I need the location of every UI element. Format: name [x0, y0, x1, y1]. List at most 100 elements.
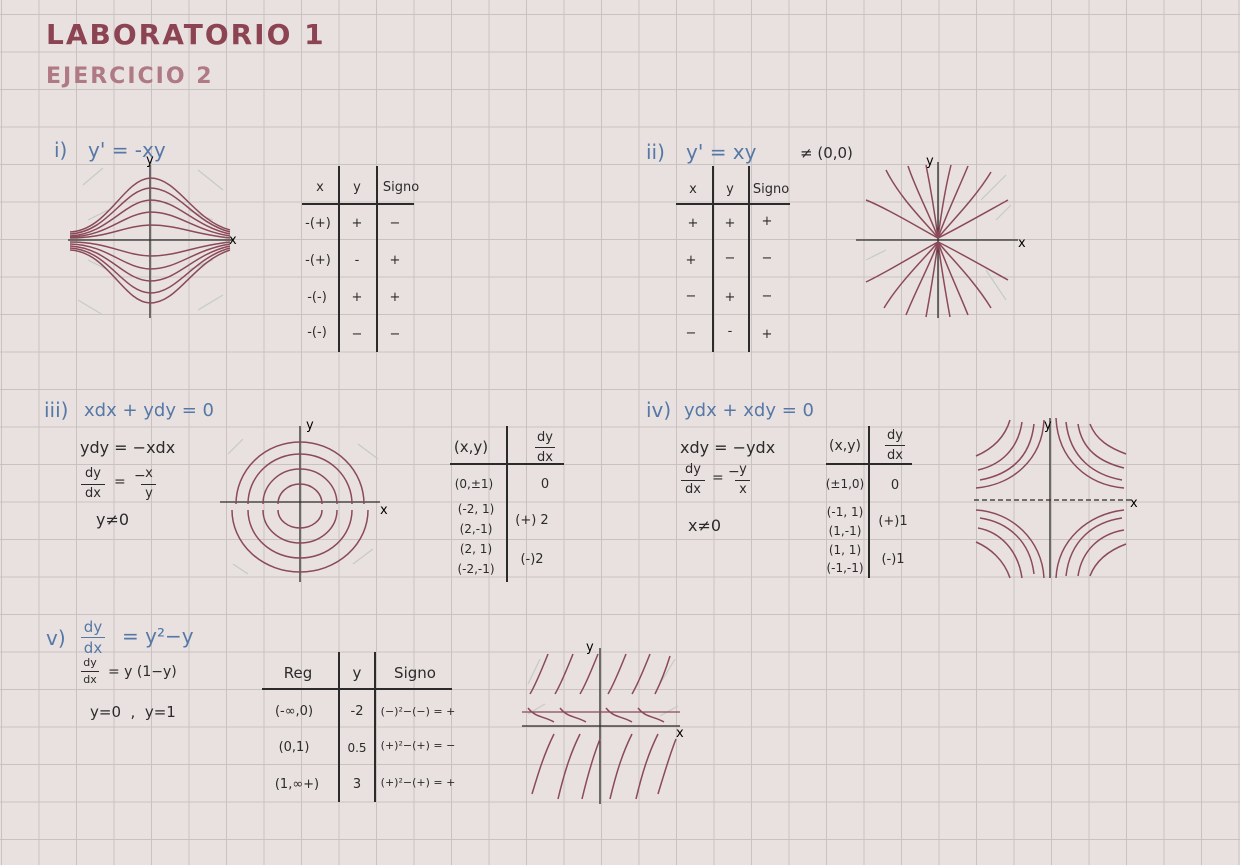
ex3-col-rule: [506, 426, 508, 582]
ex1-axis-x-label: x: [229, 233, 237, 248]
ex3-step-1: ydy = −xdx: [80, 438, 176, 457]
ex4-equals: =: [712, 470, 724, 486]
ex4-th-num: dy: [887, 428, 903, 443]
ex1-r4-s: −: [389, 327, 401, 342]
ex2-direction-field: [856, 162, 1018, 318]
ex2-r4-x: −: [685, 326, 697, 341]
ex2-r4-s: +: [761, 327, 773, 342]
ex2-r3-x: −: [685, 289, 697, 304]
ex5-step-den: dx: [83, 673, 97, 686]
ex5-r3-reg: (1,∞+): [274, 777, 320, 792]
ex5-r3-s: (+)²−(+) = +: [380, 776, 456, 789]
ex5-r2-y: 0.5: [347, 741, 367, 755]
ex5-r2-s: (+)²−(+) = −: [380, 739, 456, 752]
ex3-condition: y≠0: [96, 510, 130, 529]
ex3-r1-val: 0: [540, 477, 550, 492]
ex1-r2-s: +: [389, 253, 401, 268]
ex4-r2-val: (+)1: [878, 514, 908, 529]
ex1-r3-s: +: [389, 290, 401, 305]
ex2-r2-s: −: [761, 251, 773, 266]
ex4-col-rule: [868, 426, 870, 578]
ex5-r1-s: (−)²−(−) = +: [380, 705, 456, 718]
ex5-step-num: dy: [83, 656, 97, 669]
ex1-equation: y' = -xy: [88, 138, 166, 162]
ex3-direction-field: [220, 426, 380, 582]
ex2-equation: y' = xy: [686, 140, 757, 164]
ex3-rhs-sign: −: [134, 468, 146, 484]
ex5-header-rule: [262, 688, 452, 690]
ex2-r2-x: +: [685, 253, 697, 268]
ex4-r3-point-b: (-1,-1): [826, 561, 864, 575]
ex2-th-x: x: [689, 182, 697, 197]
ex5-r1-y: -2: [350, 704, 364, 719]
ex5-r1-reg: (-∞,0): [274, 704, 314, 719]
ex5-r2-reg: (0,1): [278, 740, 310, 755]
ex4-rhs-sign: −: [728, 464, 740, 480]
ex4-axis-x-label: x: [1130, 496, 1138, 511]
ex5-r3-y: 3: [352, 777, 362, 792]
ex5-frac-num: dy: [83, 618, 103, 636]
ex5-step-bar: [81, 671, 99, 673]
ex3-lhs-den: dx: [85, 486, 101, 501]
ex1-th-signo: Signo: [382, 180, 420, 195]
ex2-r3-s: −: [761, 289, 773, 304]
ex3-rhs-bar: [141, 484, 156, 486]
ex4-r1-val: 0: [890, 478, 900, 493]
ex5-th-y: y: [352, 664, 362, 682]
ex2-th-signo: Signo: [752, 182, 790, 197]
ex1-r2-y: -: [354, 253, 360, 268]
ex4-r3-val: (-)1: [881, 552, 905, 567]
ex3-th-num: dy: [537, 430, 553, 445]
ex1-r1-s: −: [389, 216, 401, 231]
ex1-r4-y: −: [351, 327, 363, 342]
ex4-axis-y-label: y: [1044, 418, 1052, 433]
ex5-axis-x-label: x: [676, 726, 684, 741]
ex2-r1-x: +: [687, 216, 699, 231]
ex4-th-den: dx: [887, 448, 903, 463]
ex5-direction-field: [522, 648, 680, 804]
ex4-direction-field: [974, 417, 1132, 579]
ex3-r3-point-b: (-2,-1): [457, 562, 495, 576]
ex1-r1-x: -(+): [305, 216, 331, 231]
ex1-r3-x: -(-): [307, 290, 327, 305]
ex2-th-y: y: [726, 182, 734, 197]
ex3-r2-point-b: (2,-1): [459, 522, 493, 536]
ex3-r3-val: (-)2: [520, 552, 544, 567]
ex5-axis-y-label: y: [586, 640, 594, 655]
ex3-equation: xdx + ydy = 0: [84, 400, 214, 421]
ex3-th-bar: [535, 447, 555, 449]
ex1-r3-y: +: [351, 290, 363, 305]
ex5-eq-rhs: = y²−y: [122, 624, 194, 648]
ex1-axis-y-label: y: [146, 153, 154, 168]
ex3-rhs-num: x: [145, 466, 153, 481]
ex3-lhs-num: dy: [85, 466, 101, 481]
ex1-r1-y: +: [351, 216, 363, 231]
ex1-label: i): [54, 138, 68, 162]
ex4-lhs-num: dy: [685, 462, 701, 477]
ex5-col-rule-1: [338, 652, 340, 802]
ex1-header-rule: [302, 203, 414, 205]
ex2-axis-y-label: y: [926, 154, 934, 169]
ex2-r3-y: +: [724, 290, 736, 305]
ex1-direction-field: [68, 165, 233, 318]
ex1-th-x: x: [316, 180, 324, 195]
ex3-r3-point-a: (2, 1): [459, 542, 493, 556]
ex2-col-rule-2: [748, 166, 750, 352]
ex5-frac-den: dx: [83, 639, 103, 657]
ex3-r2-val: (+) 2: [515, 513, 549, 528]
ex4-r2-point-a: (-1, 1): [826, 505, 864, 519]
ex3-axis-y-label: y: [306, 418, 314, 433]
ex5-col-rule-2: [374, 652, 376, 802]
ex2-condition: ≠ (0,0): [800, 144, 853, 162]
ex4-rhs-num: y: [739, 462, 747, 477]
ex4-r1-point: (±1,0): [825, 477, 865, 491]
ex2-r4-y: -: [727, 324, 733, 339]
ex4-lhs-den: dx: [685, 482, 701, 497]
ex4-r2-point-b: (1,-1): [828, 524, 862, 538]
ex2-r1-s: +: [761, 214, 773, 229]
ex4-equation: ydx + xdy = 0: [684, 400, 814, 421]
ex1-col-rule-2: [376, 166, 378, 352]
ex4-lhs-bar: [681, 480, 705, 482]
ex1-th-y: y: [353, 180, 361, 195]
ex5-th-reg: Reg: [283, 664, 313, 682]
